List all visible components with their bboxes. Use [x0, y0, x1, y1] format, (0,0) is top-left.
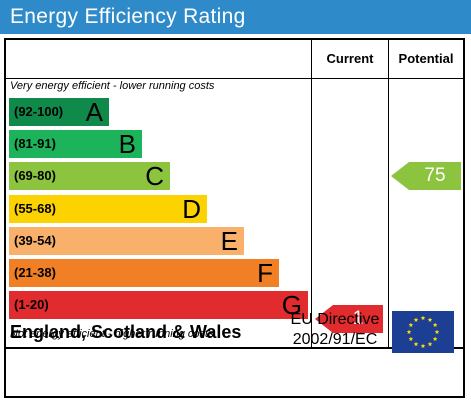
note-very-efficient: Very energy efficient - lower running co… [10, 80, 215, 92]
eu-star [432, 322, 438, 327]
eu-star [408, 322, 414, 327]
band-range: (81-91) [14, 136, 56, 151]
eu-flag-icon [392, 311, 454, 353]
band-letter: C [145, 161, 164, 191]
eu-star [420, 315, 426, 320]
footer-divider [6, 347, 463, 349]
band-letter: D [182, 194, 201, 224]
eu-star [406, 329, 412, 334]
band-letter: A [85, 97, 103, 127]
eu-star [420, 343, 426, 348]
potential-rating-arrow: 75 [391, 162, 461, 190]
directive-line-2: 2002/91/EC [292, 331, 378, 348]
note-not-efficient: Not energy efficient - higher running co… [10, 328, 214, 340]
current-rating-value: 1 [352, 308, 364, 329]
eu-star [413, 341, 419, 347]
footer-country: England, Scotland & Wales [10, 322, 242, 342]
band-d: (55-68) D [9, 195, 207, 223]
band-c: (69-80) C [9, 162, 170, 190]
column-divider-potential [388, 40, 389, 348]
header-divider-columns [311, 78, 463, 79]
title-bar: Energy Efficiency Rating [0, 0, 471, 34]
band-e: (39-54) E [9, 227, 244, 255]
band-range: (39-54) [14, 233, 56, 248]
band-a: (92-100) A [9, 98, 109, 126]
current-column-header: Current [326, 51, 374, 66]
page-title: Energy Efficiency Rating [10, 5, 246, 28]
rating-chart-frame: Current Potential Very energy efficient … [4, 38, 465, 398]
band-letter: G [281, 290, 302, 320]
footer-directive: EU Directive 2002/91/EC [280, 310, 390, 350]
header-divider [6, 78, 311, 79]
band-range: (21-38) [14, 265, 56, 280]
eu-star [434, 329, 440, 334]
eu-stars-icon [406, 315, 440, 348]
band-f: (21-38) F [9, 259, 279, 287]
band-letter: E [220, 226, 238, 256]
directive-line-1: EU Directive [290, 311, 380, 328]
eu-star [432, 336, 438, 341]
eu-star [427, 341, 433, 347]
band-letter: F [257, 258, 273, 288]
potential-rating-value: 75 [424, 165, 446, 186]
potential-column-header: Potential [398, 51, 454, 66]
band-letter: B [118, 129, 136, 159]
band-b: (81-91) B [9, 130, 142, 158]
band-range: (92-100) [14, 104, 64, 119]
column-divider-current [311, 40, 312, 348]
band-range: (1-20) [14, 297, 49, 312]
band-range: (55-68) [14, 201, 56, 216]
eu-star [413, 317, 419, 322]
eu-star [408, 336, 414, 341]
eu-star [427, 317, 433, 322]
band-range: (69-80) [14, 168, 56, 183]
band-g: (1-20) G [9, 291, 308, 319]
